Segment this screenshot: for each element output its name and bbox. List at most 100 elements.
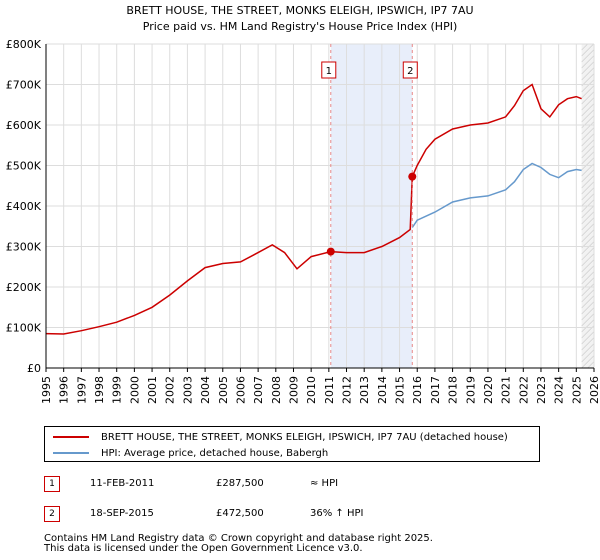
x-tick-label: 2022 xyxy=(517,376,530,404)
hatch-line xyxy=(581,55,595,69)
x-tick-label: 2014 xyxy=(376,376,389,404)
hatch-line xyxy=(581,265,595,279)
sale-marker-label: 2 xyxy=(407,66,413,77)
hatch-line xyxy=(581,133,595,147)
hatch-line xyxy=(581,301,595,315)
hatch-line xyxy=(581,79,595,93)
y-tick-label: £200K xyxy=(6,281,42,294)
y-tick-label: £600K xyxy=(6,119,42,132)
hatch-line xyxy=(581,295,595,309)
x-tick-label: 2025 xyxy=(570,376,583,404)
hatch-line xyxy=(581,115,595,129)
legend: BRETT HOUSE, THE STREET, MONKS ELEIGH, I… xyxy=(44,426,540,462)
chart-subtitle: Price paid vs. HM Land Registry's House … xyxy=(143,20,458,33)
y-tick-label: £0 xyxy=(27,362,41,375)
y-tick-label: £700K xyxy=(6,79,42,92)
sale-date: 11-FEB-2011 xyxy=(90,478,155,489)
chart-title: BRETT HOUSE, THE STREET, MONKS ELEIGH, I… xyxy=(126,4,473,17)
hatch-line xyxy=(581,181,595,195)
sale-marker-box xyxy=(402,61,418,79)
sale-hpi-comparison: ≈ HPI xyxy=(310,478,339,489)
x-tick-label: 2021 xyxy=(500,376,513,404)
sale-price: £287,500 xyxy=(216,478,264,489)
x-tick-label: 2003 xyxy=(181,376,194,404)
x-tick-label: 2024 xyxy=(553,376,566,404)
hatch-line xyxy=(581,307,595,321)
hatch-line xyxy=(581,241,595,255)
hatch-line xyxy=(581,319,595,333)
hatch-line xyxy=(581,235,595,249)
sale-marker-label: 1 xyxy=(326,66,332,77)
legend-swatch-hpi xyxy=(53,452,89,454)
hatch-line xyxy=(581,211,595,225)
x-tick-label: 2000 xyxy=(128,376,141,404)
hatch-line xyxy=(581,151,595,165)
x-tick-label: 2011 xyxy=(323,376,336,404)
hatch-line xyxy=(581,67,595,81)
x-tick-label: 2005 xyxy=(217,376,230,404)
x-tick-label: 2010 xyxy=(305,376,318,404)
sale-price: £472,500 xyxy=(216,508,264,519)
hatch-line xyxy=(581,61,595,75)
hatch-line xyxy=(581,109,595,123)
x-tick-label: 1995 xyxy=(40,376,53,404)
hatch-line xyxy=(581,349,595,363)
hatch-line xyxy=(581,139,595,153)
hatch-line xyxy=(587,361,595,369)
legend-item-property: BRETT HOUSE, THE STREET, MONKS ELEIGH, I… xyxy=(53,430,508,444)
legend-label-property: BRETT HOUSE, THE STREET, MONKS ELEIGH, I… xyxy=(101,431,508,443)
hatch-line xyxy=(581,331,595,345)
x-tick-label: 2009 xyxy=(287,376,300,404)
hatch-line xyxy=(581,193,595,207)
hatch-line xyxy=(581,175,595,189)
y-tick-label: £100K xyxy=(6,322,42,335)
sale-point xyxy=(408,172,417,181)
x-tick-label: 2016 xyxy=(411,376,424,404)
x-tick-label: 2026 xyxy=(588,376,600,404)
footer: Contains HM Land Registry data © Crown c… xyxy=(44,534,433,554)
legend-label-hpi: HPI: Average price, detached house, Babe… xyxy=(101,447,329,459)
sale-number-badge: 1 xyxy=(44,476,60,492)
hatch-line xyxy=(581,205,595,219)
hatch-line xyxy=(581,343,595,357)
y-tick-label: £300K xyxy=(6,241,42,254)
hatch-line xyxy=(581,145,595,159)
hatch-line xyxy=(581,73,595,87)
hatch-line xyxy=(581,217,595,231)
hatch-line xyxy=(581,283,595,297)
hatch-line xyxy=(581,337,595,351)
hatch-line xyxy=(581,127,595,141)
legend-item-hpi: HPI: Average price, detached house, Babe… xyxy=(53,446,328,460)
hatch-line xyxy=(581,43,594,57)
price-paid-line xyxy=(45,83,582,335)
hatch-line xyxy=(581,97,595,111)
footer-licence: This data is licensed under the Open Gov… xyxy=(44,543,363,554)
sale-marker-box xyxy=(321,61,337,79)
hatch-line xyxy=(581,157,595,171)
hatch-line xyxy=(581,187,595,201)
y-tick-label: £800K xyxy=(6,38,42,51)
x-tick-label: 2007 xyxy=(252,376,265,404)
x-tick-label: 2020 xyxy=(482,376,495,404)
sale-point xyxy=(326,247,335,256)
hatch-line xyxy=(581,259,595,273)
hatch-line xyxy=(581,355,595,369)
hatch-line xyxy=(581,223,595,237)
x-tick-label: 2008 xyxy=(270,376,283,404)
sale-number-badge: 2 xyxy=(44,506,60,522)
x-tick-label: 2001 xyxy=(146,376,159,404)
x-tick-label: 2023 xyxy=(535,376,548,404)
y-tick-label: £500K xyxy=(6,160,42,173)
x-tick-label: 1999 xyxy=(111,376,124,404)
hatch-line xyxy=(581,253,595,267)
x-tick-label: 2013 xyxy=(358,376,371,404)
hatch-line xyxy=(581,271,595,285)
price-chart: BRETT HOUSE, THE STREET, MONKS ELEIGH, I… xyxy=(6,4,600,404)
hatch-line xyxy=(581,49,595,63)
x-tick-label: 1996 xyxy=(58,376,71,404)
y-tick-label: £400K xyxy=(6,200,42,213)
sale-hpi-comparison: 36% ↑ HPI xyxy=(310,508,364,519)
x-tick-label: 2012 xyxy=(341,376,354,404)
hatch-line xyxy=(581,121,595,135)
x-tick-label: 2018 xyxy=(447,376,460,404)
